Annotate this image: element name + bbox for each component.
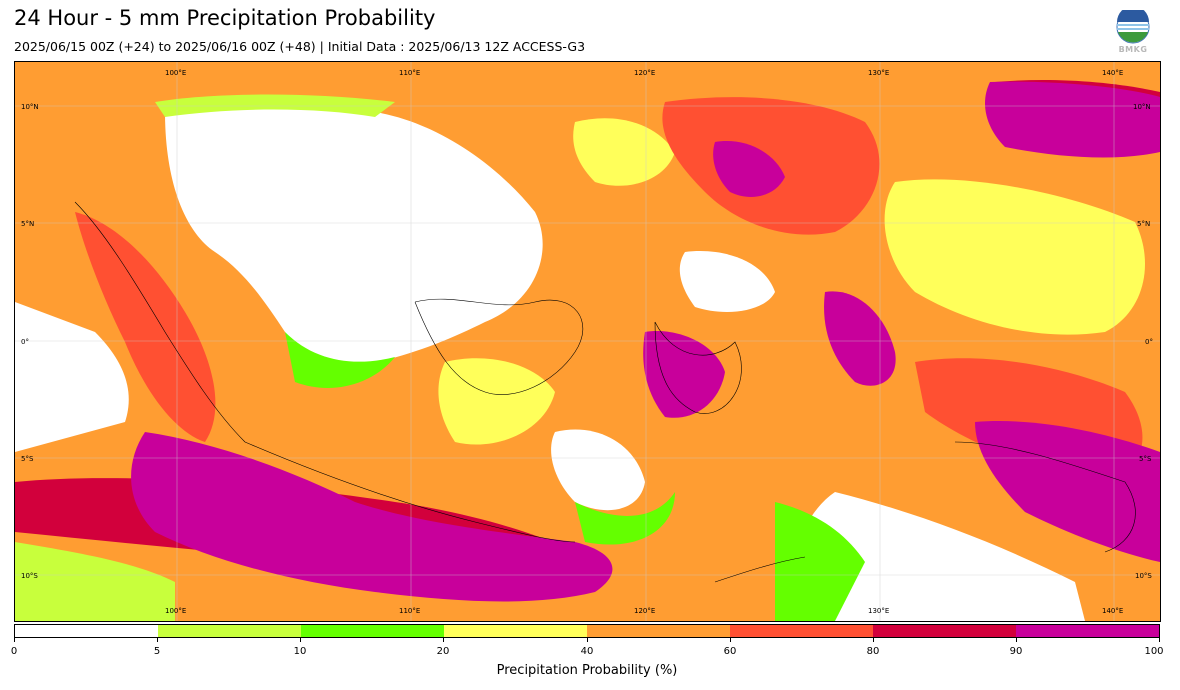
lat-labels-right: 10°N 5°N 0° 5°S 10°S — [1133, 103, 1153, 580]
dry-region-south-china-sea — [165, 104, 543, 368]
colorbar-tick — [14, 638, 15, 642]
lat-label: 10°N — [21, 103, 39, 111]
page-title: 24 Hour - 5 mm Precipitation Probability — [14, 6, 436, 30]
lat-label: 10°N — [1133, 103, 1151, 111]
magenta-area-ne — [985, 81, 1160, 158]
green-band-3 — [775, 502, 865, 621]
lime-band-2 — [15, 542, 175, 621]
colorbar-label: 90 — [1009, 646, 1023, 657]
colorbar-swatch — [730, 625, 874, 637]
colorbar-swatch — [1016, 625, 1159, 637]
colorbar-swatch — [301, 625, 445, 637]
colorbar-tick — [300, 638, 301, 642]
lat-label: 10°S — [1135, 572, 1152, 580]
colorbar-title: Precipitation Probability (%) — [496, 663, 678, 678]
lat-label: 5°N — [1137, 220, 1150, 228]
colorbar-swatch — [158, 625, 302, 637]
colorbar-swatch — [587, 625, 731, 637]
colorbar-tick — [443, 638, 444, 642]
colorbar-label: 80 — [866, 646, 880, 657]
colorbar-tick — [873, 638, 874, 642]
gridlines — [15, 62, 1160, 621]
colorbar-tick — [587, 638, 588, 642]
colorbar-swatch — [15, 625, 159, 637]
colorbar-label: 5 — [153, 646, 161, 657]
yellow-area-north — [573, 118, 675, 186]
colorbar-tick — [1159, 638, 1160, 642]
magenta-area-north — [713, 141, 785, 197]
green-band-2 — [575, 492, 675, 545]
dry-region-indian-ocean — [15, 302, 129, 452]
bmkg-logo: BMKG — [1114, 6, 1152, 56]
lat-label: 5°N — [21, 220, 34, 228]
page-subtitle: 2025/06/15 00Z (+24) to 2025/06/16 00Z (… — [14, 39, 586, 54]
lon-label: 100°E — [165, 607, 186, 615]
magenta-area-indian-ocean — [131, 432, 613, 602]
colorbar-swatches — [15, 625, 1159, 637]
lon-label: 120°E — [634, 607, 655, 615]
lon-labels-top: 100°E 110°E 120°E 130°E 140°E — [165, 69, 1123, 77]
lon-label: 140°E — [1102, 69, 1123, 77]
colorbar-tick — [1016, 638, 1017, 642]
lat-label: 5°S — [21, 455, 34, 463]
lon-label: 100°E — [165, 69, 186, 77]
lon-label: 130°E — [868, 69, 889, 77]
lat-label: 5°S — [1139, 455, 1152, 463]
colorbar-tick — [730, 638, 731, 642]
lat-label: 10°S — [21, 572, 38, 580]
magenta-area-maluku — [824, 291, 896, 386]
colorbar-label: 40 — [580, 646, 594, 657]
colorbar — [14, 624, 1160, 638]
green-band-1 — [285, 332, 395, 388]
colorbar-tick — [157, 638, 158, 642]
colorbar-label: 0 — [10, 646, 18, 657]
red-area-sumatra — [75, 212, 216, 442]
colorbar-label: 100 — [1144, 646, 1164, 657]
lon-label: 130°E — [868, 607, 889, 615]
bmkg-globe-icon — [1116, 6, 1150, 44]
dry-region-south — [775, 492, 1085, 621]
colorbar-swatch — [873, 625, 1017, 637]
lon-label: 140°E — [1102, 607, 1123, 615]
precipitation-map: 100°E 110°E 120°E 130°E 140°E 100°E 110°… — [14, 61, 1161, 622]
lat-label: 0° — [1145, 338, 1153, 346]
lon-label: 110°E — [399, 69, 420, 77]
lon-labels-bottom: 100°E 110°E 120°E 130°E 140°E — [165, 607, 1123, 615]
logo-text: BMKG — [1118, 45, 1148, 54]
lat-labels-left: 10°N 5°N 0° 5°S 10°S — [21, 103, 39, 580]
colorbar-label: 20 — [436, 646, 450, 657]
colorbar-swatch — [444, 625, 588, 637]
lon-label: 110°E — [399, 607, 420, 615]
lat-label: 0° — [21, 338, 29, 346]
colorbar-label: 10 — [293, 646, 307, 657]
magenta-area-sulawesi — [643, 331, 725, 418]
lon-label: 120°E — [634, 69, 655, 77]
yellow-area-ne — [884, 179, 1145, 335]
dry-region-flores — [551, 429, 645, 511]
dry-region-sulawesi-sea — [679, 251, 775, 312]
colorbar-label: 60 — [723, 646, 737, 657]
yellow-area-borneo — [438, 358, 555, 445]
coastlines — [74, 201, 1136, 583]
map-canvas: 100°E 110°E 120°E 130°E 140°E 100°E 110°… — [15, 62, 1160, 621]
